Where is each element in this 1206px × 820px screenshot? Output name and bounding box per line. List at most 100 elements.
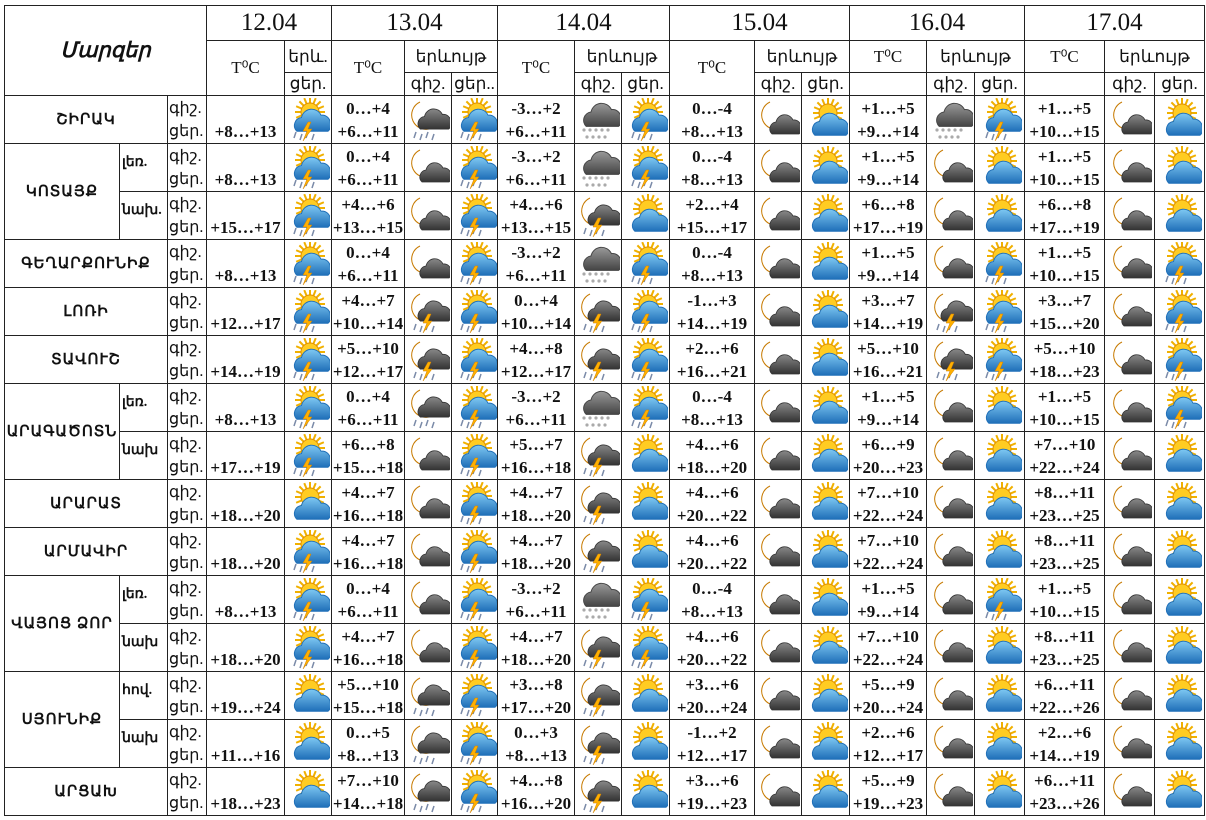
- night-temperature: +4…+7: [341, 626, 395, 646]
- temp-header: T⁰C: [849, 40, 927, 73]
- day-temperature: +15…+17: [210, 217, 281, 237]
- temperature-cell: 0…-4 +8…+13: [669, 143, 755, 192]
- temperature-cell: +8…+11 +23…+25: [1024, 623, 1105, 672]
- temperature-cell: +12…+17: [206, 287, 285, 336]
- night-header: գիշ.: [1104, 72, 1155, 96]
- sun-cloud-thunder-rain-icon: [284, 287, 332, 336]
- table-row: ԱՐԱՐԱՏ գիշ. ցեր. +18…+20 +4…+7 +16…+18 +4…+7 +1…: [4, 479, 1205, 528]
- day-temperature: +6…+11: [337, 169, 399, 189]
- day-temperature: +11…+16: [210, 745, 281, 765]
- period-label: ցեր.: [169, 698, 204, 716]
- sun-cloud-thunder-rain-icon: [284, 623, 332, 672]
- moon-cloud-icon: [1104, 191, 1155, 240]
- region-name: ԿՈՏԱՅՔ: [4, 143, 120, 240]
- night-temperature: +3…+6: [685, 770, 739, 790]
- period-label: ցեր.: [169, 794, 204, 812]
- moon-cloud-thunder-rain-icon: [574, 527, 622, 576]
- date-header: 16.04: [849, 5, 1025, 41]
- sun-cloud-icon: [1154, 671, 1205, 720]
- sun-cloud-icon: [974, 671, 1025, 720]
- night-temperature: +6…+11: [1034, 674, 1095, 694]
- day-temperature: +8…+13: [681, 169, 743, 189]
- regions-header: Մարզեր: [4, 5, 207, 96]
- temperature-cell: +3…+7 +15…+20: [1024, 287, 1105, 336]
- sun-cloud-icon: [1154, 623, 1205, 672]
- moon-cloud-thunder-rain-icon: [404, 335, 452, 384]
- day-temperature: +8…+13: [681, 409, 743, 429]
- night-temperature: 0…+4: [346, 578, 390, 598]
- night-temperature: [208, 97, 284, 120]
- moon-cloud-thunder-rain-icon: [574, 719, 622, 768]
- sun-cloud-thunder-rain-icon: [284, 431, 332, 480]
- temperature-cell: +18…+20: [206, 527, 285, 576]
- night-day-labels: գիշ. ցեր.: [167, 479, 207, 528]
- temperature-cell: -3…+2 +6…+11: [497, 383, 575, 432]
- night-temperature: +5…+10: [337, 674, 399, 694]
- night-temperature: -1…+2: [687, 722, 737, 742]
- moon-cloud-icon: [754, 191, 802, 240]
- moon-cloud-icon: [754, 239, 802, 288]
- region-name: ՎԱՅՈՑ ՁՈՐ: [4, 575, 120, 672]
- date-header: 17.04: [1024, 5, 1205, 41]
- sun-cloud-icon: [801, 623, 850, 672]
- temperature-cell: -3…+2 +6…+11: [497, 95, 575, 144]
- sun-cloud-thunder-rain-icon: [284, 527, 332, 576]
- sun-cloud-icon: [974, 383, 1025, 432]
- region-name: ՇԻՐԱԿ: [4, 95, 168, 144]
- day-temperature: +18…+23: [1029, 361, 1100, 381]
- day-temperature: +17…+19: [1029, 217, 1100, 237]
- night-day-labels: գիշ. ցեր.: [167, 239, 207, 288]
- period-label: ցեր.: [169, 266, 204, 284]
- day-temperature: +22…+24: [852, 553, 924, 573]
- temperature-cell: +18…+20: [206, 623, 285, 672]
- sun-cloud-icon: [1154, 767, 1205, 816]
- moon-cloud-icon: [926, 671, 975, 720]
- moon-cloud-icon: [404, 575, 452, 624]
- sun-cloud-thunder-rain-icon: [1154, 335, 1205, 384]
- temperature-cell: +4…+7 +18…+20: [497, 527, 575, 576]
- moon-cloud-icon: [926, 431, 975, 480]
- temperature-cell: +1…+5 +10…+15: [1024, 95, 1105, 144]
- sun-cloud-thunder-rain-icon: [451, 335, 498, 384]
- day-temperature: +8…+13: [214, 265, 277, 285]
- night-temperature: +4…+8: [509, 770, 563, 790]
- night-temperature: +4…+7: [509, 626, 563, 646]
- night-temperature: 0…+4: [514, 290, 558, 310]
- day-temperature: +16…+18: [332, 553, 404, 573]
- period-label: ցեր.: [169, 170, 204, 188]
- table-row: ՍՅՈՒՆԻՔ հով. գիշ. ցեր. +19…+24 +5…+10 +15…+18 +…: [4, 671, 1205, 768]
- night-temperature: [208, 337, 284, 360]
- moon-cloud-thunder-rain-icon: [574, 191, 622, 240]
- day-header: ցեր.: [801, 72, 850, 96]
- temperature-cell: +8…+11 +23…+25: [1024, 527, 1105, 576]
- temperature-cell: +7…+10 +22…+24: [849, 479, 927, 528]
- sun-cloud-icon: [974, 623, 1025, 672]
- day-temperature: +9…+14: [857, 121, 919, 141]
- night-temperature: +1…+5: [1037, 98, 1092, 118]
- day-temperature: +18…+20: [676, 457, 748, 477]
- night-temperature: +3…+6: [685, 674, 739, 694]
- zone-label: նախ: [119, 623, 168, 672]
- night-temperature: +2…+6: [861, 722, 915, 742]
- period-label: գիշ.: [169, 195, 202, 213]
- day-temperature: +6…+11: [337, 601, 399, 621]
- day-temperature: +12…+17: [852, 745, 924, 765]
- day-temperature: +6…+11: [505, 409, 567, 429]
- temperature-cell: +11…+16: [206, 719, 285, 768]
- day-temperature: +17…+20: [500, 697, 572, 717]
- night-temperature: +1…+5: [861, 386, 915, 406]
- temperature-cell: +18…+23: [206, 767, 285, 816]
- sun-cloud-thunder-rain-icon: [974, 95, 1025, 144]
- sun-cloud-icon: [621, 527, 670, 576]
- night-temperature: 0…-4: [692, 386, 732, 406]
- date-header: 15.04: [669, 5, 850, 41]
- table-row: ԳԵՂԱՐՔՈՒՆԻՔ գիշ. ցեր. +8…+13 0…+4 +6…+11 -3…+2…: [4, 239, 1205, 288]
- temperature-cell: 0…-4 +8…+13: [669, 575, 755, 624]
- day-temperature: +6…+11: [505, 601, 567, 621]
- day-temperature: +18…+20: [210, 553, 281, 573]
- temperature-cell: +2…+6 +16…+21: [669, 335, 755, 384]
- sun-cloud-thunder-rain-icon: [621, 143, 670, 192]
- sun-cloud-icon: [621, 431, 670, 480]
- sun-cloud-thunder-rain-icon: [451, 527, 498, 576]
- region-name: ԱՐՄԱՎԻՐ: [4, 527, 168, 576]
